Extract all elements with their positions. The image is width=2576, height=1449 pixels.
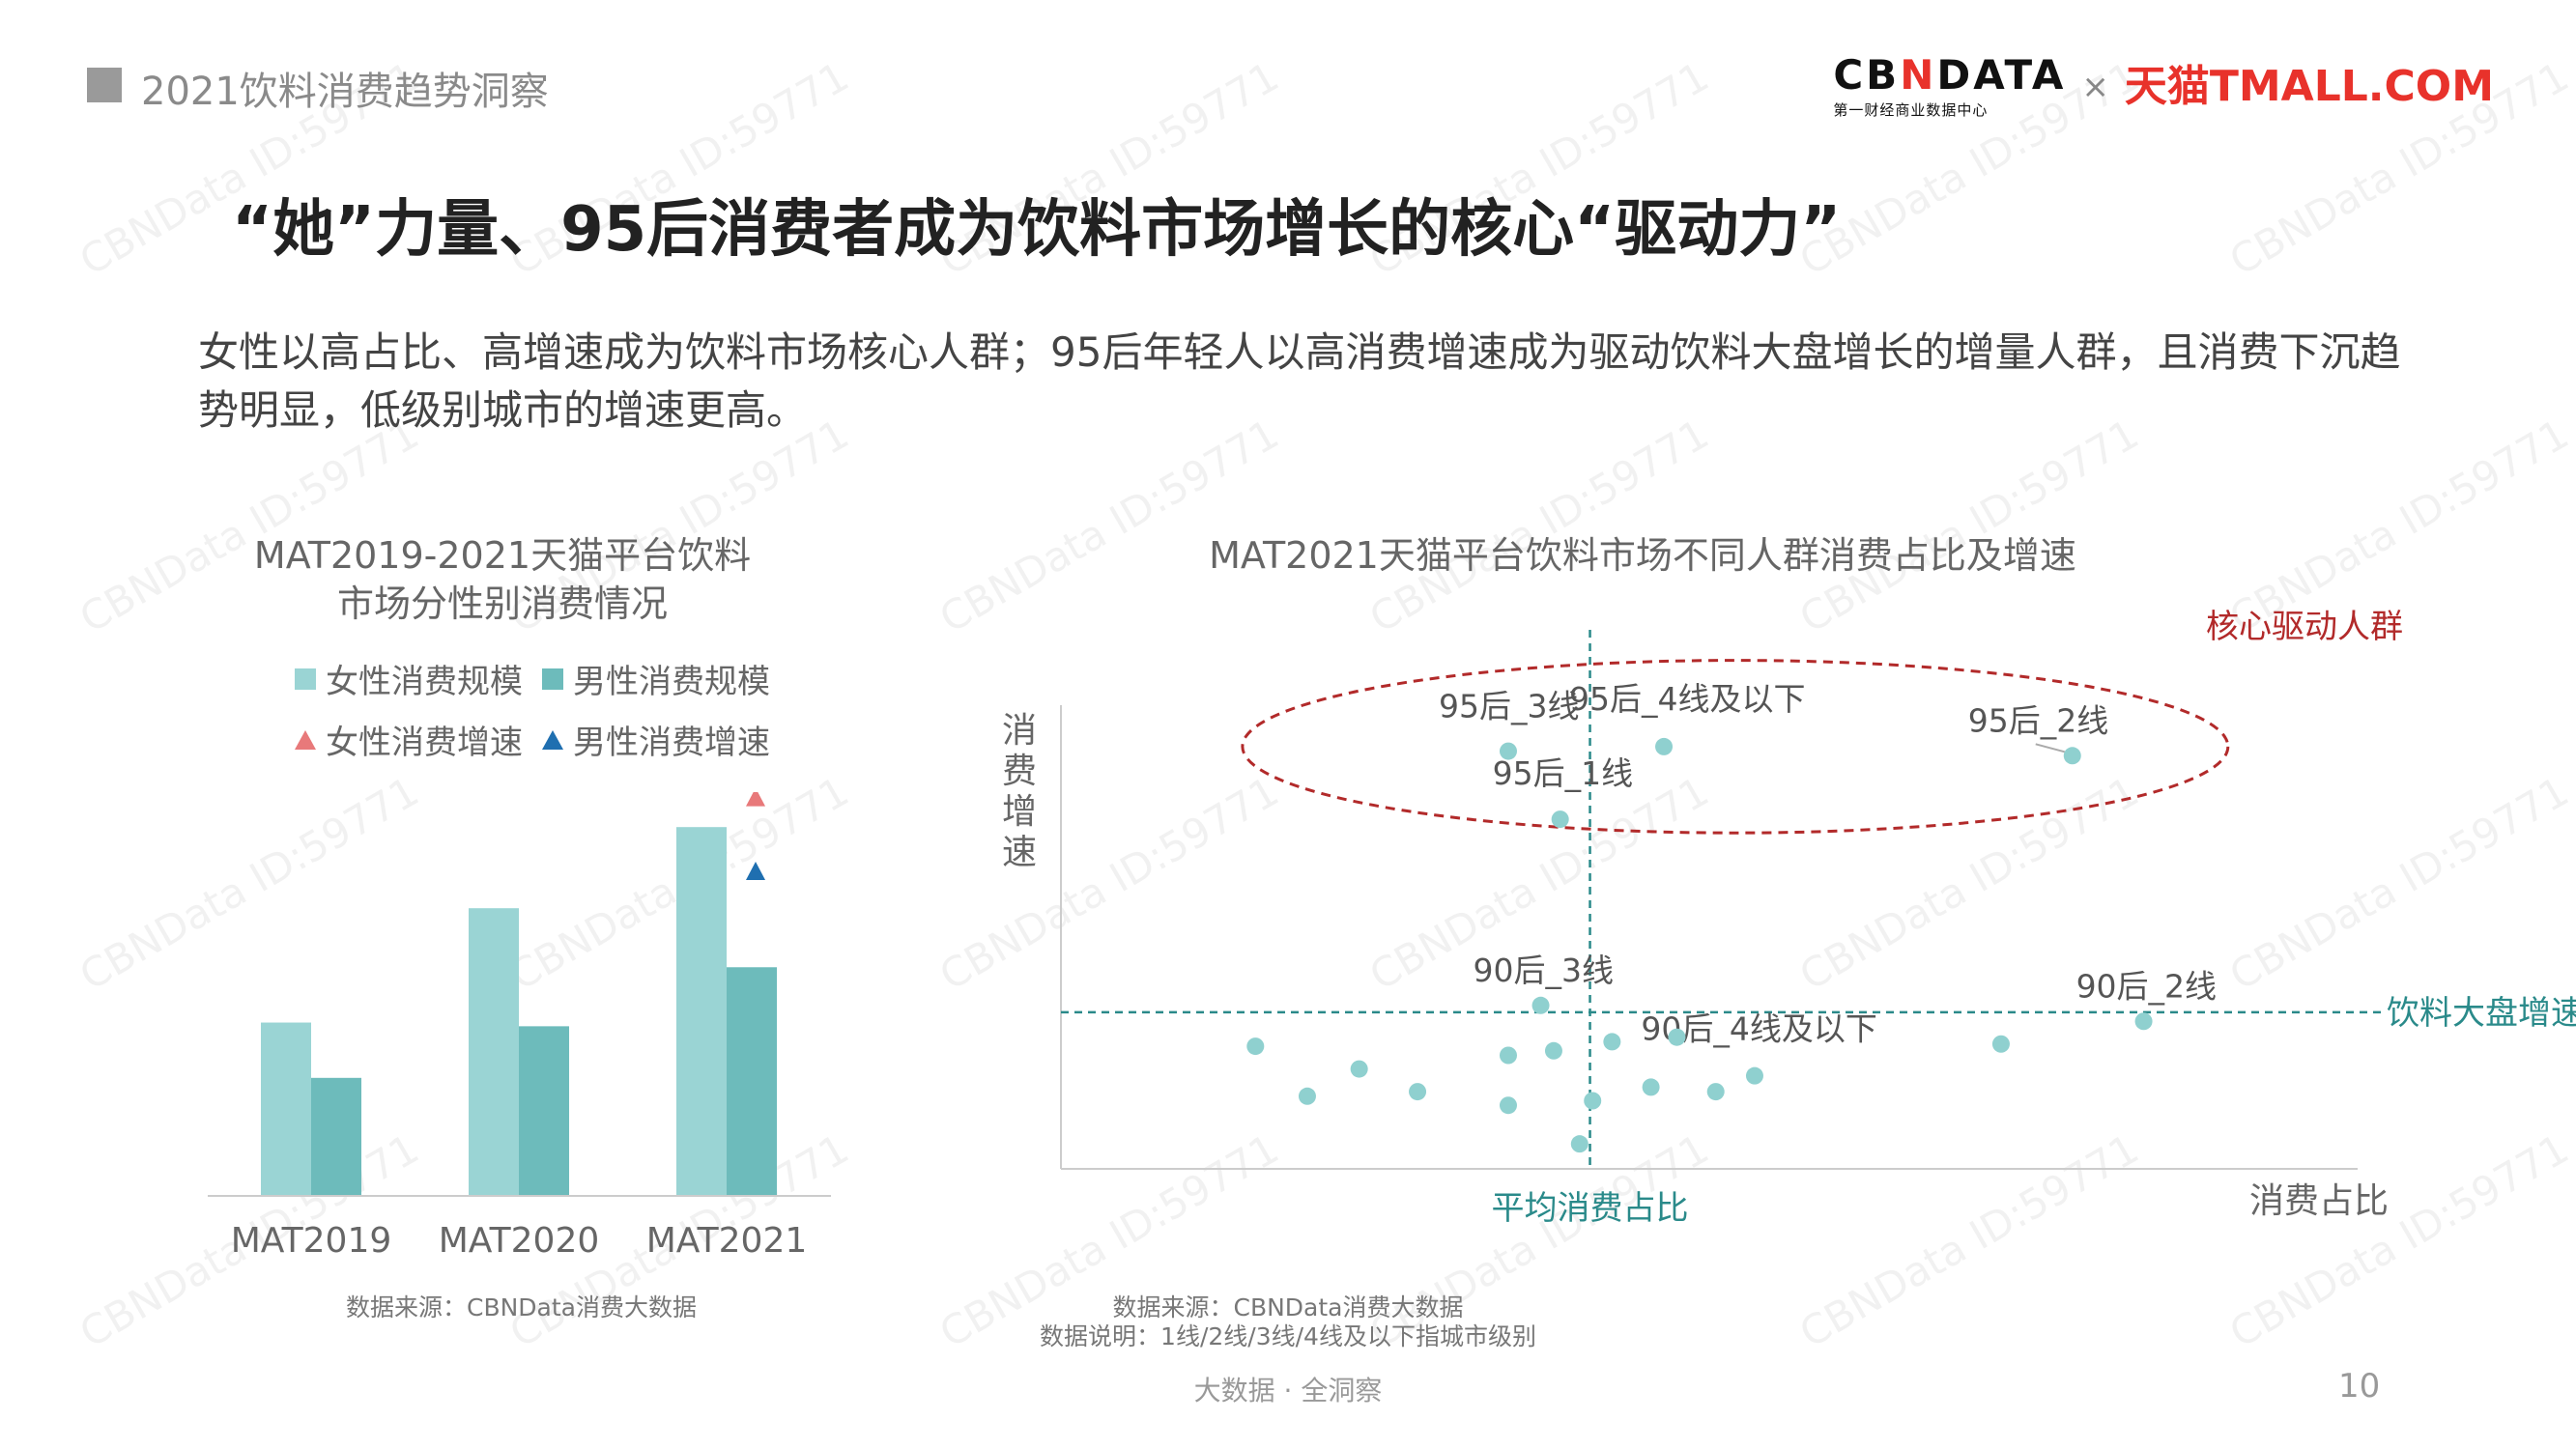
legend-male-size-swatch	[542, 668, 563, 690]
point-label: 95后_1线	[1493, 754, 1634, 792]
avg-share-label: 平均消费占比	[1492, 1189, 1689, 1228]
legend-male-size-label: 男性消费规模	[573, 663, 770, 701]
scatter-point	[1668, 1028, 1686, 1046]
left-chart-title-line1: MAT2019-2021天猫平台饮料	[253, 534, 752, 577]
scatter-point-labeled	[1551, 810, 1569, 829]
x-tick-label: MAT2019	[231, 1221, 392, 1261]
legend-female-growth-triangle	[295, 729, 316, 750]
y-axis-label-char: 消	[1002, 711, 1037, 751]
point-label: 95后_4线及以下	[1569, 680, 1806, 718]
left-chart-source: 数据来源：CBNData消费大数据	[346, 1293, 698, 1321]
right-chart-title: MAT2021天猫平台饮料市场不同人群消费占比及增速	[1209, 534, 2076, 577]
cbn-text-x: N	[1900, 51, 1937, 99]
bar-female-size	[261, 1022, 311, 1196]
scatter-point	[1246, 1037, 1265, 1056]
scatter-point	[1409, 1083, 1427, 1101]
scatter-point	[1745, 1066, 1763, 1085]
footer-tagline: 大数据 · 全洞察	[1193, 1375, 1383, 1406]
cbndata-logo: CBNDATA 第一财经商业数据中心	[1833, 53, 2066, 120]
scatter-point	[1499, 1096, 1517, 1115]
scatter-point	[1642, 1078, 1660, 1096]
legend-female-growth: 女性消费增速	[295, 716, 523, 763]
point-label: 95后_2线	[1968, 701, 2109, 739]
scatter-point	[1298, 1087, 1316, 1105]
scatter-point-labeled	[1499, 742, 1517, 760]
gender-bar-chart: MAT2019 MAT2020 MAT2021	[208, 792, 831, 1261]
scatter-point	[1570, 1135, 1589, 1153]
scatter-point-labeled	[1603, 1033, 1621, 1051]
scatter-point-labeled	[2134, 1012, 2153, 1031]
legend-female-growth-label: 女性消费增速	[326, 724, 523, 762]
scatter-point	[1350, 1060, 1368, 1078]
cbn-text-2: DATA	[1936, 51, 2067, 99]
scatter-point	[1706, 1083, 1725, 1101]
marker-male-growth	[746, 862, 765, 880]
y-axis-label-char: 增	[1002, 792, 1037, 832]
market-growth-label: 饮料大盘增速	[2387, 994, 2576, 1033]
section-marker	[87, 68, 122, 102]
page-title: “她”力量、95后消费者成为饮料市场增长的核心“驱动力”	[232, 194, 1842, 266]
marker-female-growth	[746, 792, 765, 807]
scatter-point	[1584, 1092, 1602, 1110]
legend-female-size-label: 女性消费规模	[326, 663, 523, 701]
section-label: 2021饮料消费趋势洞察	[141, 70, 549, 114]
x-tick-label: MAT2020	[439, 1221, 600, 1261]
cbndata-subtitle: 第一财经商业数据中心	[1833, 101, 1989, 119]
left-legend: 女性消费规模 男性消费规模 女性消费增速 男性消费增速	[295, 655, 770, 763]
bar-male-size	[311, 1077, 361, 1196]
bar-male-size	[727, 967, 777, 1196]
scatter-point-labeled	[1531, 996, 1550, 1014]
right-chart-source-2: 数据说明：1线/2线/3线/4线及以下指城市级别	[1040, 1322, 1536, 1350]
legend-male-growth-label: 男性消费增速	[573, 724, 770, 762]
logo-times-sign: ×	[2081, 68, 2109, 106]
bar-female-size	[676, 827, 727, 1196]
scatter-point	[1499, 1046, 1517, 1065]
core-group-ellipse	[1241, 659, 2230, 835]
x-axis-label: 消费占比	[2249, 1181, 2389, 1221]
point-leader-line	[2035, 743, 2066, 753]
legend-female-size: 女性消费规模	[295, 655, 523, 702]
legend-male-growth-triangle	[542, 729, 563, 750]
scatter-point	[1991, 1035, 2010, 1053]
y-axis-label-char: 费	[1002, 752, 1037, 791]
scatter-point	[1544, 1041, 1562, 1060]
page-number: 10	[2338, 1367, 2381, 1406]
legend-male-size: 男性消费规模	[542, 655, 770, 702]
left-chart-title-line2: 市场分性别消费情况	[336, 582, 668, 625]
point-label: 90后_3线	[1474, 952, 1615, 989]
right-chart-source-1: 数据来源：CBNData消费大数据	[1112, 1293, 1464, 1321]
tmall-logo: 天猫TMALL.COM	[2124, 62, 2494, 111]
core-group-label: 核心驱动人群	[2206, 608, 2403, 646]
brand-logo: CBNDATA 第一财经商业数据中心 × 天猫TMALL.COM	[1833, 53, 2494, 121]
left-chart-title: MAT2019-2021天猫平台饮料 市场分性别消费情况	[232, 531, 773, 628]
y-axis-label-char: 速	[1002, 833, 1037, 872]
cbn-text-1: CB	[1833, 51, 1901, 99]
page-description: 女性以高占比、高增速成为饮料市场核心人群；95后年轻人以高消费增速成为驱动饮料大…	[198, 328, 2401, 434]
legend-male-growth: 男性消费增速	[542, 716, 770, 763]
bar-male-size	[519, 1026, 569, 1196]
scatter-point-labeled	[1655, 737, 1674, 755]
x-tick-label: MAT2021	[646, 1221, 808, 1261]
point-label: 95后_3线	[1439, 688, 1580, 725]
point-label: 90后_2线	[2076, 967, 2218, 1005]
bar-female-size	[469, 908, 519, 1196]
legend-female-size-swatch	[295, 668, 316, 690]
scatter-point-labeled	[2063, 747, 2081, 765]
